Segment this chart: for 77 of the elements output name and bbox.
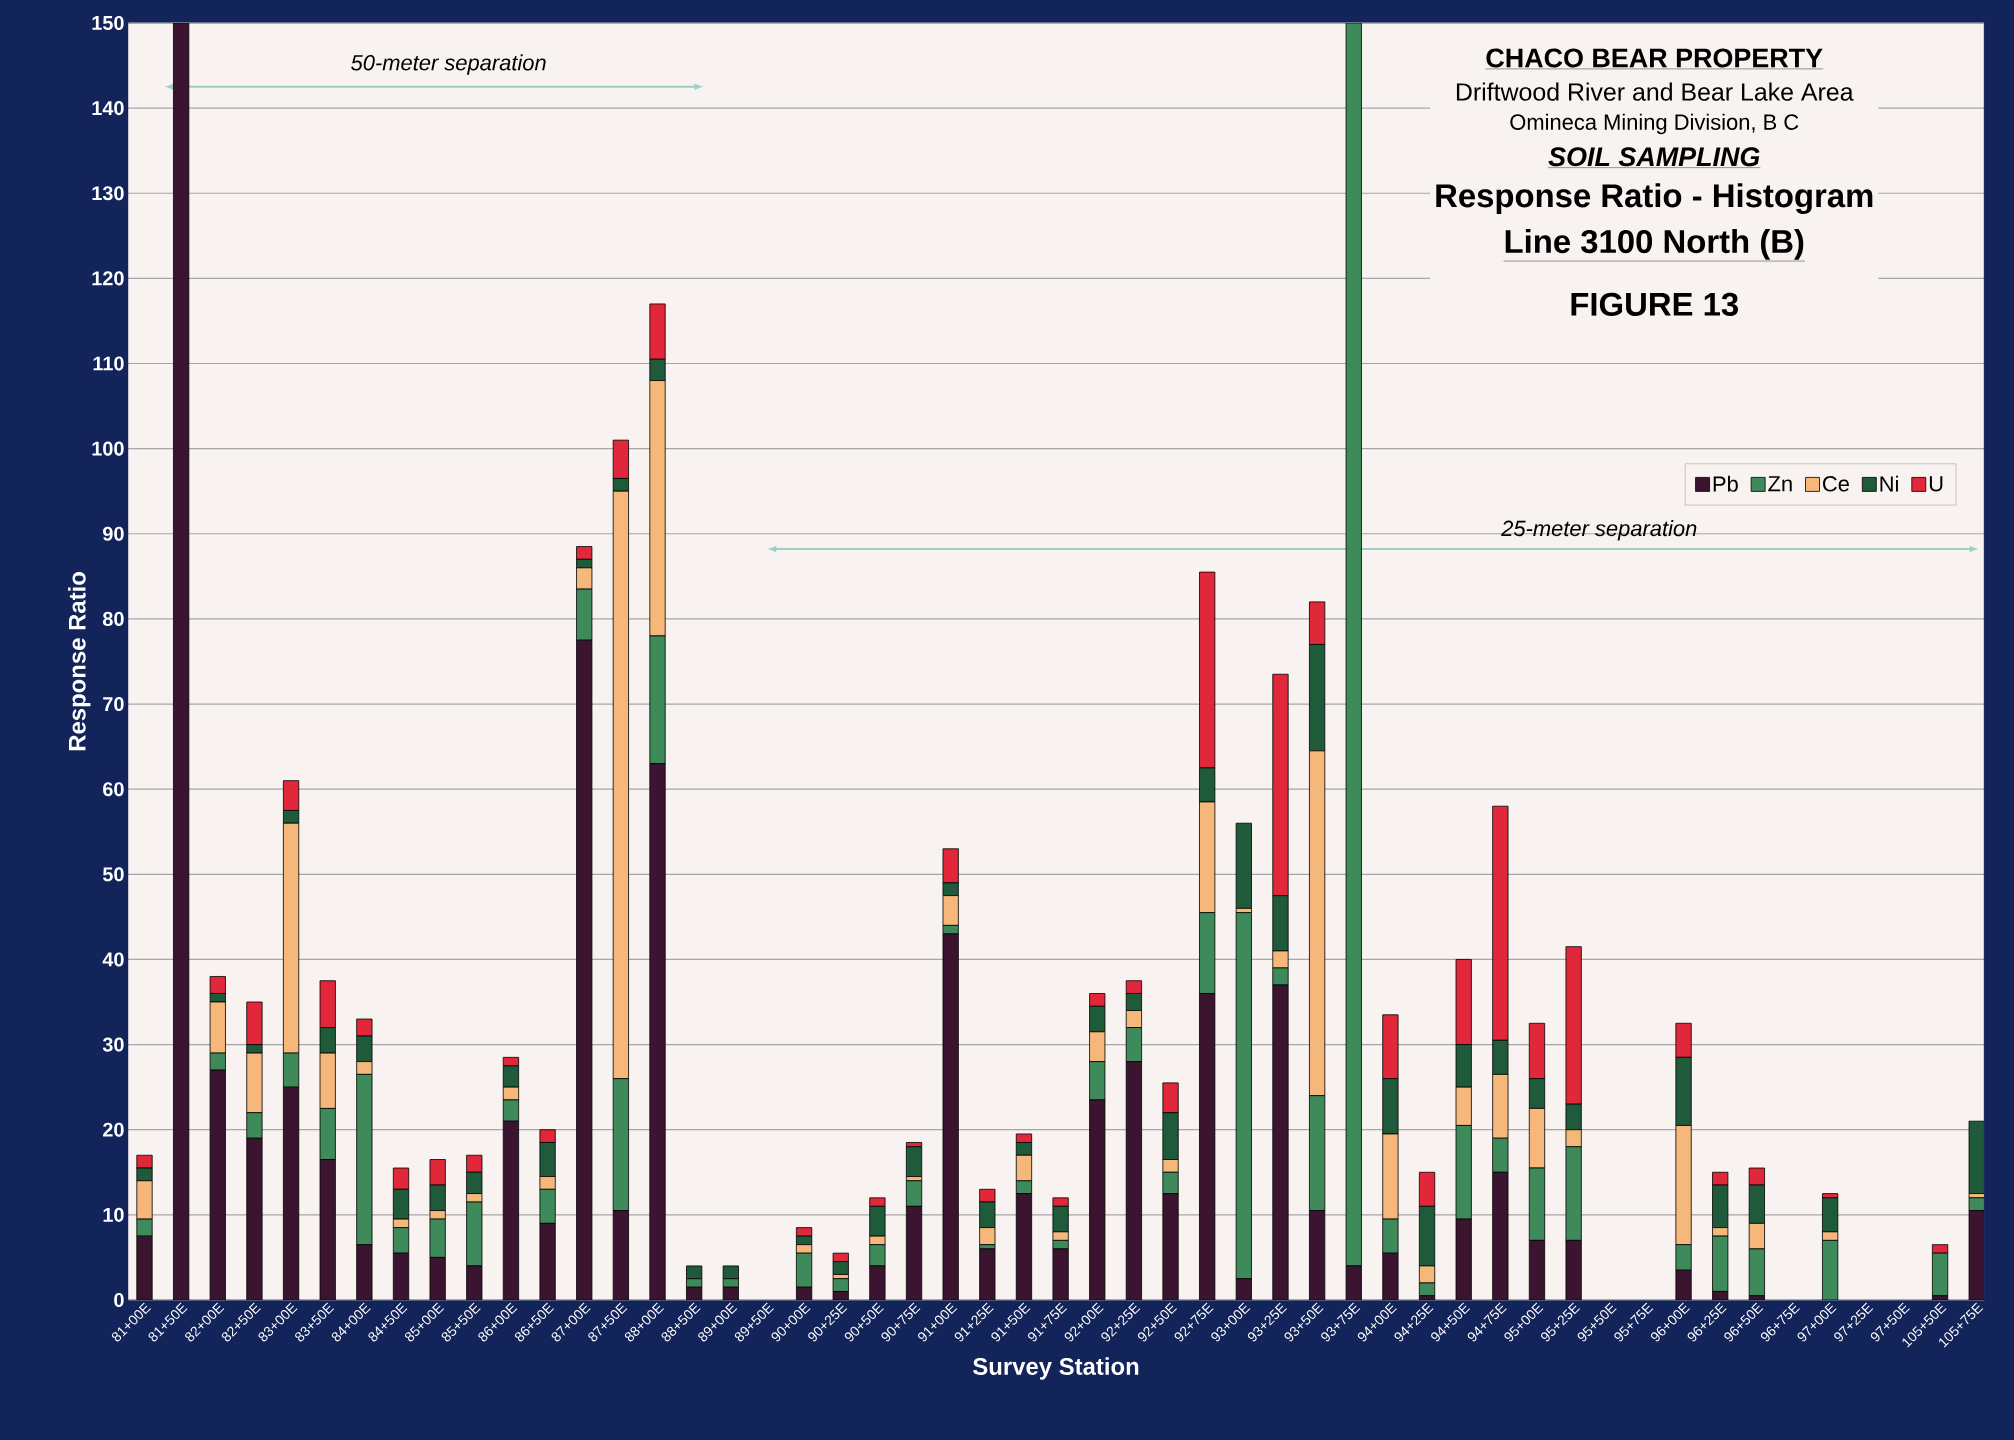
annotation: Omineca Mining Division, B C <box>1510 113 1799 135</box>
annotation: CHACO BEAR PROPERTY <box>1486 48 1823 68</box>
bar <box>1125 980 1142 994</box>
bar <box>1382 1014 1399 1080</box>
bar <box>1309 601 1326 645</box>
y-tick-label: 70 <box>103 697 124 712</box>
legend-label: Pb <box>1713 475 1738 492</box>
bar <box>429 1159 446 1186</box>
y-tick-label: 150 <box>92 15 124 31</box>
legend-label: Zn <box>1768 476 1792 492</box>
annotation: 25-meter separation <box>1501 520 1697 541</box>
bar <box>1199 571 1216 769</box>
y-tick-label: 10 <box>103 1207 124 1222</box>
y-axis-title: Response Ratio <box>68 572 91 751</box>
bar <box>1052 1197 1069 1207</box>
bar <box>1565 946 1582 1105</box>
bar <box>1528 1022 1546 1080</box>
bar <box>1162 1082 1179 1114</box>
bar <box>209 976 226 994</box>
bar <box>649 358 666 381</box>
bar <box>649 380 666 637</box>
bar <box>1418 1171 1436 1207</box>
bar <box>1272 673 1289 896</box>
y-tick-label: 140 <box>92 101 124 116</box>
annotation: Driftwood River and Bear Lake Area <box>1456 82 1854 101</box>
bar <box>539 1129 556 1143</box>
bar <box>356 1018 373 1037</box>
y-tick-label: 90 <box>103 526 124 541</box>
bar <box>942 848 959 884</box>
bar <box>1712 1171 1729 1186</box>
annotation: 50-meter separation <box>351 54 546 75</box>
bar <box>1309 750 1326 1097</box>
bar <box>979 1248 996 1300</box>
y-tick-label: 60 <box>103 782 124 797</box>
y-tick-label: 130 <box>92 186 124 201</box>
annotation: SOIL SAMPLING <box>1548 147 1760 167</box>
text: Line 3100 North (B) <box>1505 229 1804 260</box>
y-tick-label: 20 <box>103 1122 124 1137</box>
bar <box>173 22 190 1300</box>
bar <box>869 1197 886 1207</box>
y-tick-label: 120 <box>92 271 124 286</box>
y-tick-label: 30 <box>102 1037 124 1052</box>
bar <box>319 980 336 1028</box>
bar <box>1089 993 1106 1007</box>
bar <box>1675 1125 1692 1246</box>
bar <box>1675 1022 1692 1058</box>
bar <box>282 780 300 811</box>
legend-label: Ce <box>1823 476 1849 492</box>
x-axis-title: Survey Station <box>973 1357 1139 1380</box>
y-tick-label: 50 <box>102 867 124 882</box>
bar <box>979 1188 996 1203</box>
legend-label: U <box>1929 476 1943 492</box>
bar <box>1492 805 1509 1041</box>
bar <box>282 822 300 1054</box>
bar <box>576 546 593 560</box>
bar <box>1455 959 1472 1045</box>
bar <box>136 1180 153 1220</box>
legend-label: Ni <box>1880 475 1898 492</box>
bar <box>1235 822 1252 909</box>
bar <box>612 439 629 479</box>
bar <box>466 1154 483 1173</box>
bar <box>1199 801 1216 914</box>
bar <box>1272 895 1289 952</box>
y-tick-label: 80 <box>102 611 124 626</box>
y-tick-label: 40 <box>102 952 124 967</box>
bar <box>1675 1056 1692 1126</box>
annotation: FIGURE 13 <box>1571 292 1738 316</box>
bar <box>1492 1073 1509 1139</box>
y-tick-label: 100 <box>92 441 124 456</box>
bar <box>1968 1120 1985 1194</box>
bar <box>246 1001 263 1045</box>
bar <box>392 1167 410 1190</box>
bar <box>612 490 629 1080</box>
y-tick-label: 110 <box>93 356 124 371</box>
bar <box>1309 644 1326 752</box>
bar <box>1748 1167 1765 1186</box>
text: Response Ratio - Histogram <box>1436 183 1873 215</box>
